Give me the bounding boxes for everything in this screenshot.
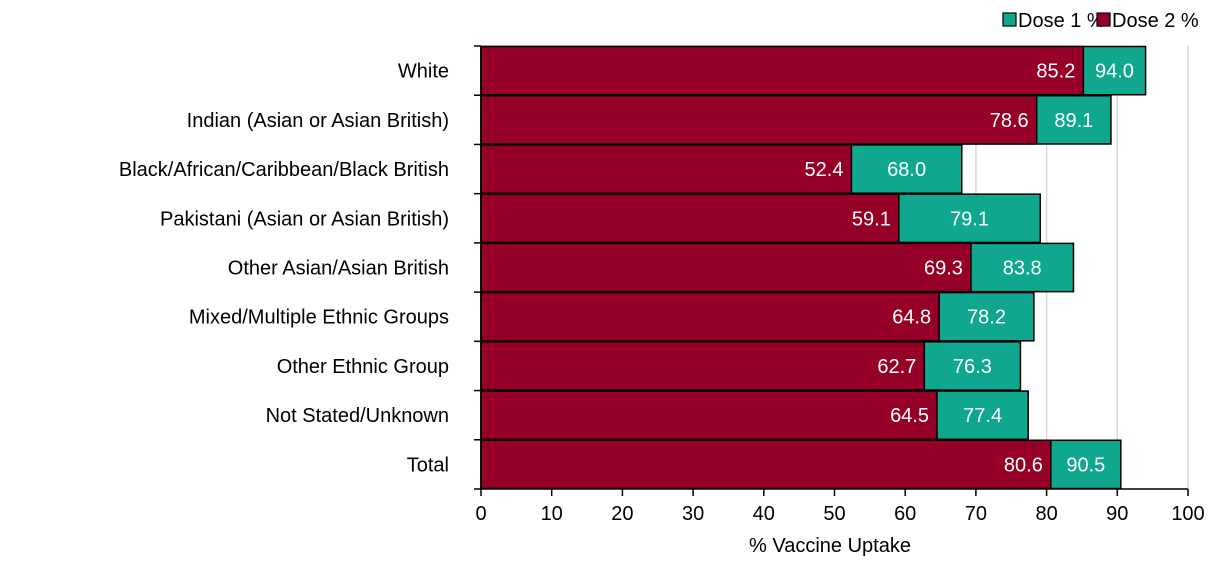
bar-dose-2 — [480, 94, 1038, 145]
x-tick-label: 90 — [1106, 503, 1128, 525]
x-tick-label: 0 — [475, 503, 486, 525]
x-tick-label: 40 — [753, 503, 775, 525]
data-label-dose-2: 85.2 — [1036, 61, 1075, 83]
category-label: Pakistani (Asian or Asian British) — [160, 208, 449, 230]
category-label: Black/African/Caribbean/Black British — [119, 159, 449, 181]
x-tick-label: 10 — [541, 503, 563, 525]
data-label-dose-1: 77.4 — [963, 405, 1002, 427]
data-label-dose-2: 64.8 — [892, 307, 931, 329]
category-label: Total — [407, 454, 449, 476]
x-tick-label: 20 — [611, 503, 633, 525]
data-label-dose-1: 83.8 — [1003, 258, 1042, 280]
data-label-dose-2: 80.6 — [1004, 454, 1043, 476]
data-label-dose-2: 62.7 — [877, 356, 916, 378]
data-label-dose-1: 76.3 — [953, 356, 992, 378]
category-label: Other Asian/Asian British — [228, 258, 449, 280]
bar-dose-2 — [480, 439, 1052, 490]
data-label-dose-2: 52.4 — [805, 159, 844, 181]
bar-dose-2 — [480, 390, 938, 441]
category-label: Not Stated/Unknown — [266, 405, 449, 427]
legend-label: Dose 1 % — [1018, 10, 1105, 32]
x-tick-label: 60 — [894, 503, 916, 525]
category-labels: White Indian (Asian or Asian British) Blac… — [119, 61, 449, 477]
bar-dose-2 — [480, 291, 940, 342]
bar-dose-2 — [480, 193, 900, 244]
category-label: Other Ethnic Group — [277, 356, 449, 378]
bar-dose-2 — [480, 144, 853, 194]
data-label-dose-1: 89.1 — [1054, 110, 1093, 132]
data-label-dose-2: 64.5 — [890, 405, 929, 427]
category-label: Indian (Asian or Asian British) — [187, 110, 449, 132]
bars — [480, 45, 1147, 490]
legend-label: Dose 2 % — [1112, 10, 1199, 32]
x-tick-label: 50 — [823, 503, 845, 525]
data-label-dose-2: 69.3 — [924, 258, 963, 280]
data-label-dose-1: 79.1 — [950, 208, 989, 230]
data-label-dose-1: 78.2 — [967, 307, 1006, 329]
bar-dose-2 — [480, 45, 1085, 96]
x-tick-label: 70 — [965, 503, 987, 525]
data-label-dose-2: 78.6 — [990, 110, 1029, 132]
data-label-dose-1: 94.0 — [1095, 61, 1134, 83]
category-label: White — [398, 61, 449, 83]
data-label-dose-1: 90.5 — [1066, 454, 1105, 476]
legend-swatch — [1002, 12, 1017, 27]
legend-swatch — [1096, 12, 1111, 27]
data-label-dose-2: 59.1 — [852, 208, 891, 230]
x-axis-title: % Vaccine Uptake — [749, 535, 911, 557]
category-label: Mixed/Multiple Ethnic Groups — [189, 307, 449, 329]
x-tick-label: 100 — [1171, 503, 1204, 525]
axes: 0 10 20 30 40 50 60 70 80 90 100 — [474, 45, 1205, 525]
data-label-dose-1: 68.0 — [887, 159, 926, 181]
legend: Dose 1 % Dose 2 % — [1002, 10, 1199, 32]
x-tick-label: 30 — [682, 503, 704, 525]
x-tick-label: 80 — [1035, 503, 1057, 525]
bar-dose-2 — [480, 242, 972, 293]
bar-dose-2 — [480, 341, 926, 391]
data-labels: 85.2 94.0 78.6 89.1 52.4 68.0 59.1 79.1 69.3 83.8… — [805, 61, 1134, 477]
